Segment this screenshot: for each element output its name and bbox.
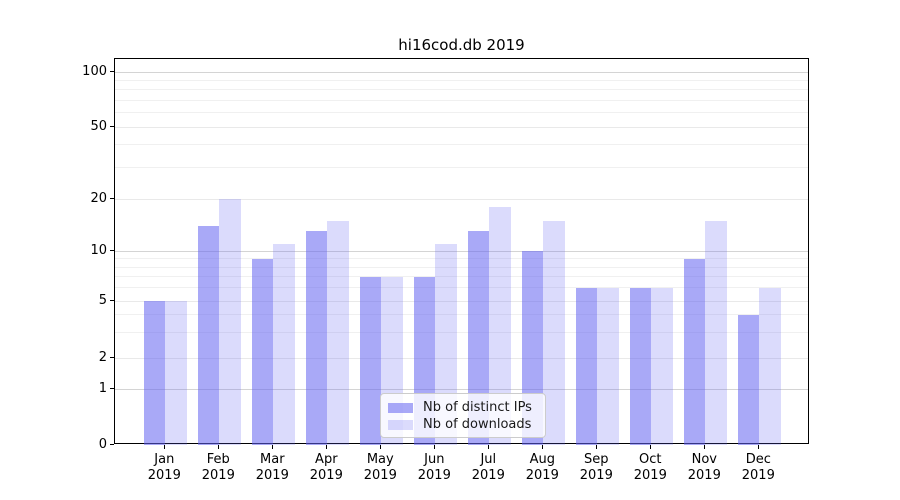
mid-gridline-2 (115, 357, 808, 359)
legend: Nb of distinct IPs Nb of downloads (380, 393, 546, 438)
y-tick-label-2: 2 (98, 349, 107, 365)
minor-gridline-40 (115, 144, 808, 146)
bar-downloads-feb (219, 199, 241, 445)
y-tick-2 (110, 356, 114, 358)
minor-gridline-7 (115, 276, 808, 278)
minor-gridline-90 (115, 79, 808, 81)
x-tick-label-dec: Dec 2019 (741, 452, 775, 483)
major-gridline-10 (115, 250, 808, 252)
x-tick-sep (595, 445, 597, 449)
x-tick-apr (325, 445, 327, 449)
x-tick-label-jan: Jan 2019 (147, 452, 181, 483)
major-gridline-1 (115, 388, 808, 390)
bar-distinct-ips-nov (683, 258, 706, 445)
legend-swatch-downloads (388, 419, 413, 430)
y-tick-0 (110, 443, 114, 445)
y-tick-label-100: 100 (82, 63, 107, 79)
x-tick-jan (163, 445, 165, 449)
chart-title: hi16cod.db 2019 (398, 36, 525, 54)
y-tick-label-10: 10 (90, 242, 107, 258)
minor-gridline-3 (115, 332, 808, 334)
minor-gridline-60 (115, 112, 808, 114)
x-tick-may (379, 445, 381, 449)
x-tick-jun (433, 445, 435, 449)
x-tick-label-jul: Jul 2019 (471, 452, 505, 483)
y-tick-label-20: 20 (90, 190, 107, 206)
x-tick-label-apr: Apr 2019 (309, 452, 343, 483)
x-tick-oct (649, 445, 651, 449)
legend-label-distinct-ips: Nb of distinct IPs (423, 400, 532, 415)
x-tick-label-feb: Feb 2019 (201, 452, 235, 483)
legend-label-downloads: Nb of downloads (423, 417, 532, 432)
plot-area: Nb of distinct IPs Nb of downloads (114, 58, 809, 445)
x-tick-label-may: May 2019 (363, 452, 397, 483)
minor-gridline-70 (115, 99, 808, 101)
x-tick-label-oct: Oct 2019 (633, 452, 667, 483)
y-tick-1 (110, 387, 114, 389)
x-tick-label-sep: Sep 2019 (579, 452, 613, 483)
bar-downloads-nov (705, 220, 727, 445)
bar-distinct-ips-jan (143, 301, 166, 445)
legend-item-distinct-ips: Nb of distinct IPs (388, 400, 537, 415)
minor-gridline-9 (115, 258, 808, 260)
x-tick-label-jun: Jun 2019 (417, 452, 451, 483)
bar-downloads-jul (489, 207, 511, 445)
bar-downloads-mar (273, 243, 295, 445)
bar-downloads-dec (759, 287, 781, 445)
mid-gridline-20 (115, 198, 808, 200)
y-tick-label-0: 0 (98, 436, 107, 452)
bar-downloads-sep (597, 287, 619, 445)
x-tick-feb (217, 445, 219, 449)
legend-swatch-distinct-ips (388, 402, 413, 413)
y-tick-20 (110, 197, 114, 199)
bar-downloads-aug (543, 220, 565, 445)
x-tick-jul (487, 445, 489, 449)
minor-gridline-80 (115, 89, 808, 91)
legend-item-downloads: Nb of downloads (388, 417, 537, 432)
y-tick-100 (110, 70, 114, 72)
y-tick-50 (110, 125, 114, 127)
bar-distinct-ips-apr (305, 231, 328, 445)
y-tick-5 (110, 299, 114, 301)
x-tick-aug (541, 445, 543, 449)
minor-gridline-30 (115, 166, 808, 168)
x-tick-dec (757, 445, 759, 449)
mid-gridline-50 (115, 126, 808, 128)
bar-downloads-oct (651, 287, 673, 445)
x-tick-label-aug: Aug 2019 (525, 452, 559, 483)
bar-distinct-ips-oct (629, 287, 652, 445)
bar-downloads-apr (327, 220, 349, 445)
bar-distinct-ips-mar (251, 258, 274, 445)
bar-distinct-ips-jul (467, 231, 490, 445)
x-tick-label-mar: Mar 2019 (255, 452, 289, 483)
x-tick-nov (703, 445, 705, 449)
y-tick-label-1: 1 (98, 380, 107, 396)
x-tick-mar (271, 445, 273, 449)
minor-gridline-6 (115, 287, 808, 289)
bar-distinct-ips-may (359, 276, 382, 445)
y-tick-label-5: 5 (98, 292, 107, 308)
y-tick-10 (110, 249, 114, 251)
bar-downloads-jan (165, 301, 187, 445)
minor-gridline-8 (115, 266, 808, 268)
minor-gridline-4 (115, 314, 808, 316)
x-tick-label-nov: Nov 2019 (687, 452, 721, 483)
bar-distinct-ips-feb (197, 225, 220, 445)
y-tick-label-50: 50 (90, 118, 107, 134)
bar-distinct-ips-dec (737, 314, 760, 445)
bar-distinct-ips-sep (575, 287, 598, 445)
mid-gridline-5 (115, 300, 808, 302)
major-gridline-100 (115, 71, 808, 73)
